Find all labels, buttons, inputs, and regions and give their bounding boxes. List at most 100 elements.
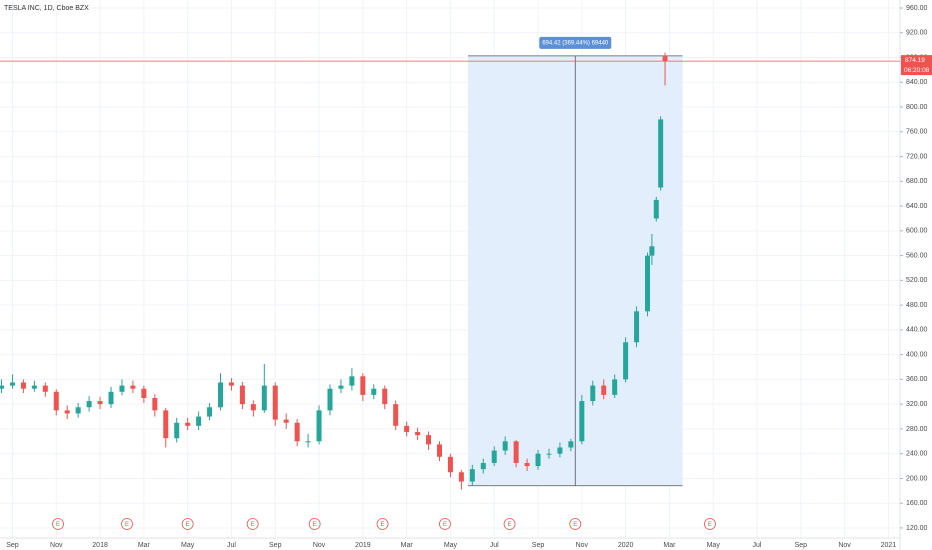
candle-body xyxy=(535,453,541,467)
candle-body xyxy=(97,401,103,405)
earnings-label: E xyxy=(443,522,447,528)
candle-body xyxy=(662,56,668,62)
candle-body xyxy=(623,342,629,380)
earnings-marker xyxy=(121,518,133,530)
candle-body xyxy=(294,422,300,442)
y-tick-label: 320.00 xyxy=(906,401,928,408)
candle-body xyxy=(436,444,442,457)
x-tick-label: May xyxy=(707,542,721,549)
y-tick-label: 440.00 xyxy=(906,327,928,334)
candle-body xyxy=(327,388,333,411)
x-tick-label: Jul xyxy=(753,542,762,549)
y-tick-label: 400.00 xyxy=(906,351,928,358)
y-tick-label: 280.00 xyxy=(906,426,928,433)
candle-body xyxy=(20,382,26,389)
earnings-marker xyxy=(376,518,389,530)
candle-body xyxy=(305,441,311,443)
y-tick-label: 480.00 xyxy=(906,302,928,309)
earnings-label: E xyxy=(125,522,129,528)
candle-body xyxy=(513,441,519,463)
candle-body xyxy=(649,246,655,256)
candle-body xyxy=(218,382,224,408)
x-tick-label: Sep xyxy=(269,542,282,549)
y-tick-label: 560.00 xyxy=(906,252,928,259)
earnings-label: E xyxy=(251,522,255,528)
candle-body xyxy=(64,410,70,414)
candle-body xyxy=(568,441,574,448)
range-label-box xyxy=(539,36,612,49)
candle-body xyxy=(458,472,464,482)
candle-body xyxy=(557,447,563,454)
earnings-marker xyxy=(704,518,716,530)
candle-body xyxy=(658,119,664,188)
x-tick-label: Jul xyxy=(490,542,499,549)
candle-body xyxy=(152,397,158,411)
y-tick-label: 200.00 xyxy=(906,475,928,482)
x-tick-label: May xyxy=(181,542,195,549)
y-tick-label: 840.00 xyxy=(906,79,928,86)
candle-body xyxy=(207,407,213,417)
candle-body xyxy=(141,388,147,398)
y-tick-label: 720.00 xyxy=(906,153,928,160)
candle-body xyxy=(228,382,234,386)
earnings-marker xyxy=(308,518,321,530)
earnings-label: E xyxy=(56,522,60,528)
x-tick-label: Jul xyxy=(227,542,236,549)
earnings-label: E xyxy=(186,522,190,528)
y-tick-label: 360.00 xyxy=(906,376,928,383)
candle-body xyxy=(645,255,651,312)
candle-body xyxy=(653,199,659,219)
candle-body xyxy=(502,441,508,451)
earnings-label: E xyxy=(508,522,512,528)
candle-body xyxy=(360,376,366,395)
candle-body xyxy=(75,407,81,414)
y-tick-label: 520.00 xyxy=(906,277,928,284)
y-tick-label: 960.00 xyxy=(906,5,928,12)
candle-body xyxy=(469,469,475,482)
x-tick-label: Nov xyxy=(313,542,326,549)
candle-body xyxy=(185,422,191,426)
candle-body xyxy=(524,462,530,467)
earnings-marker xyxy=(503,518,516,530)
candle-body xyxy=(480,462,486,470)
candle-body xyxy=(261,385,267,411)
earnings-marker xyxy=(52,518,64,530)
candle-body xyxy=(634,311,640,343)
countdown-label: 06:20:08 xyxy=(904,67,930,74)
candle-body xyxy=(53,391,59,411)
candle-body xyxy=(316,410,322,442)
x-tick-label: 2019 xyxy=(355,542,371,549)
candle-body xyxy=(601,385,607,395)
candle-body xyxy=(546,453,552,455)
x-tick-label: Mar xyxy=(401,542,414,549)
candle-body xyxy=(447,456,453,473)
x-tick-label: 2021 xyxy=(881,542,897,549)
x-tick-label: Nov xyxy=(50,542,63,549)
y-tick-label: 760.00 xyxy=(906,129,928,136)
x-tick-label: Sep xyxy=(6,542,19,549)
x-tick-label: Nov xyxy=(576,542,589,549)
x-tick-label: Mar xyxy=(663,542,676,549)
y-tick-label: 640.00 xyxy=(906,203,928,210)
candle-body xyxy=(42,385,48,392)
y-tick-label: 160.00 xyxy=(906,500,928,507)
candle-body xyxy=(130,385,136,389)
candle-body xyxy=(426,435,432,445)
range-label: 694.42 (369.44%) 69440 xyxy=(542,40,609,46)
x-tick-label: Sep xyxy=(532,542,545,549)
candle-body xyxy=(108,391,114,405)
x-tick-label: Nov xyxy=(838,542,851,549)
candle-body xyxy=(163,410,169,439)
candle-body xyxy=(491,450,497,463)
candle-body xyxy=(590,385,596,402)
earnings-marker xyxy=(569,518,582,530)
chart-title: TESLA INC, 1D, Cboe BZX xyxy=(4,5,89,12)
earnings-label: E xyxy=(573,522,577,528)
candle-body xyxy=(119,385,125,392)
candle-body xyxy=(239,385,245,405)
candle-body xyxy=(31,385,37,389)
y-tick-label: 600.00 xyxy=(906,228,928,235)
x-tick-label: Mar xyxy=(138,542,151,549)
candle-body xyxy=(382,388,388,405)
